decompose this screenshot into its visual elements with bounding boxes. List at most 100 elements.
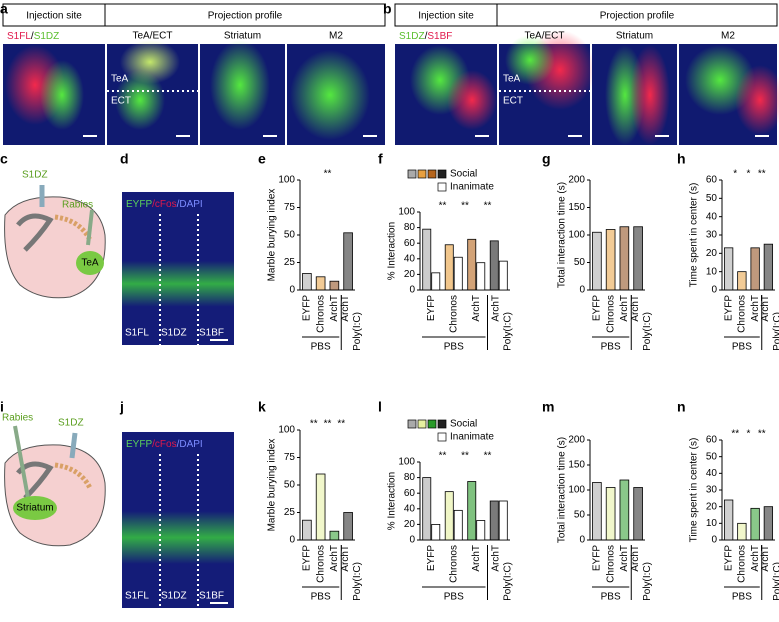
region-label: Striatum bbox=[616, 31, 653, 42]
y-tick-label: 150 bbox=[568, 202, 585, 213]
region-label: S1BF bbox=[199, 328, 224, 339]
significance: ** bbox=[324, 419, 332, 430]
y-tick-label: 80 bbox=[404, 222, 416, 233]
label: Striatum bbox=[16, 503, 53, 514]
stain-label-part: /DAPI bbox=[177, 199, 203, 210]
bar bbox=[453, 509, 463, 541]
group-label: PBS bbox=[732, 342, 752, 353]
x-tick-label: EYFP bbox=[592, 545, 603, 571]
y-tick-label: 0 bbox=[409, 535, 415, 546]
y-tick-label: 20 bbox=[404, 519, 416, 530]
bar bbox=[315, 276, 326, 291]
group-label: Poly(I:C) bbox=[502, 312, 513, 351]
fluorescence bbox=[290, 50, 370, 140]
y-tick-label: 20 bbox=[706, 501, 718, 512]
group-label: PBS bbox=[444, 592, 464, 603]
significance: ** bbox=[484, 451, 492, 462]
y-tick-label: 200 bbox=[568, 175, 585, 186]
stain-label: EYFP/cFos/DAPI bbox=[126, 439, 203, 450]
significance: ** bbox=[758, 169, 766, 180]
y-tick-label: 0 bbox=[711, 285, 717, 296]
group-label: PBS bbox=[311, 592, 331, 603]
header-box bbox=[496, 3, 778, 27]
bar bbox=[431, 524, 441, 541]
x-tick-label: ArchT bbox=[490, 295, 501, 322]
bar bbox=[619, 226, 630, 291]
panel-letter: a bbox=[0, 1, 8, 17]
bar bbox=[750, 507, 760, 541]
region-label: TeA/ECT bbox=[132, 31, 172, 42]
fluorescence bbox=[505, 35, 555, 85]
y-tick-label: 10 bbox=[706, 518, 718, 529]
group-label: PBS bbox=[732, 592, 752, 603]
syringe bbox=[86, 209, 94, 246]
label: S1DZ bbox=[22, 170, 48, 181]
fluorescence bbox=[210, 40, 270, 130]
y-tick-label: 100 bbox=[278, 425, 295, 436]
y-tick-label: 100 bbox=[568, 485, 585, 496]
x-tick-label: EYFP bbox=[302, 545, 313, 571]
legend-swatch bbox=[437, 419, 447, 429]
syringe bbox=[13, 425, 30, 499]
y-tick-label: 40 bbox=[706, 211, 718, 222]
y-tick-label: 10 bbox=[706, 266, 718, 277]
region-label: M2 bbox=[329, 31, 343, 42]
region-label: TeA/ECT bbox=[524, 31, 564, 42]
significance: * bbox=[733, 169, 737, 180]
bar bbox=[605, 229, 616, 291]
injection-header: Injection site bbox=[418, 11, 474, 22]
x-tick-label: EYFP bbox=[426, 295, 437, 321]
y-tick-label: 25 bbox=[284, 507, 296, 518]
injection-area bbox=[76, 251, 104, 275]
y-tick-label: 0 bbox=[289, 285, 295, 296]
bar bbox=[422, 477, 432, 541]
fluorescence bbox=[447, 70, 497, 130]
stain-label-part: /cFos bbox=[152, 199, 176, 210]
y-tick-label: 100 bbox=[278, 175, 295, 186]
label: S1DZ bbox=[58, 418, 84, 429]
legend-swatch bbox=[437, 432, 447, 442]
bar bbox=[444, 491, 454, 541]
x-tick-label: ArchT bbox=[340, 545, 351, 572]
legend-swatch bbox=[417, 169, 427, 179]
y-tick-label: 60 bbox=[404, 488, 416, 499]
stain-label-part: EYFP bbox=[126, 199, 152, 210]
bar bbox=[431, 272, 441, 291]
significance: ** bbox=[461, 451, 469, 462]
brain-outline bbox=[4, 196, 106, 299]
bar bbox=[763, 243, 774, 291]
x-tick-label: Chronos bbox=[448, 295, 459, 333]
y-tick-label: 200 bbox=[568, 435, 585, 446]
bar bbox=[476, 520, 486, 541]
x-tick-label: EYFP bbox=[723, 295, 734, 321]
bar bbox=[498, 260, 508, 291]
panel-letter: k bbox=[258, 399, 266, 415]
x-tick-label: ArchT bbox=[760, 295, 771, 322]
legend-swatch bbox=[427, 169, 437, 179]
injection-label-part: S1FL bbox=[7, 31, 31, 42]
y-tick-label: 40 bbox=[404, 503, 416, 514]
bar bbox=[489, 240, 499, 291]
stain-label: EYFP/cFos/DAPI bbox=[126, 199, 203, 210]
panel-letter: d bbox=[120, 151, 129, 167]
panel-letter: j bbox=[119, 399, 124, 415]
x-tick-label: Chronos bbox=[605, 295, 616, 333]
label: Rabies bbox=[2, 413, 33, 424]
cortex-cells bbox=[54, 462, 93, 490]
x-tick-label: Chronos bbox=[737, 295, 748, 333]
x-tick-label: ArchT bbox=[340, 295, 351, 322]
legend-swatch bbox=[437, 182, 447, 192]
group-label: Poly(I:C) bbox=[352, 312, 363, 351]
y-tick-label: 50 bbox=[706, 451, 718, 462]
y-axis-label: Time spent in center (s) bbox=[689, 438, 700, 543]
bar bbox=[453, 256, 463, 291]
label: TeA bbox=[81, 258, 99, 269]
injection-label-part: / bbox=[425, 31, 428, 42]
bar bbox=[633, 226, 643, 291]
region-label: Striatum bbox=[224, 31, 261, 42]
legend-label: Inanimate bbox=[450, 432, 494, 443]
fluorescence bbox=[630, 45, 670, 145]
significance: ** bbox=[337, 419, 345, 430]
y-tick-label: 20 bbox=[706, 248, 718, 259]
